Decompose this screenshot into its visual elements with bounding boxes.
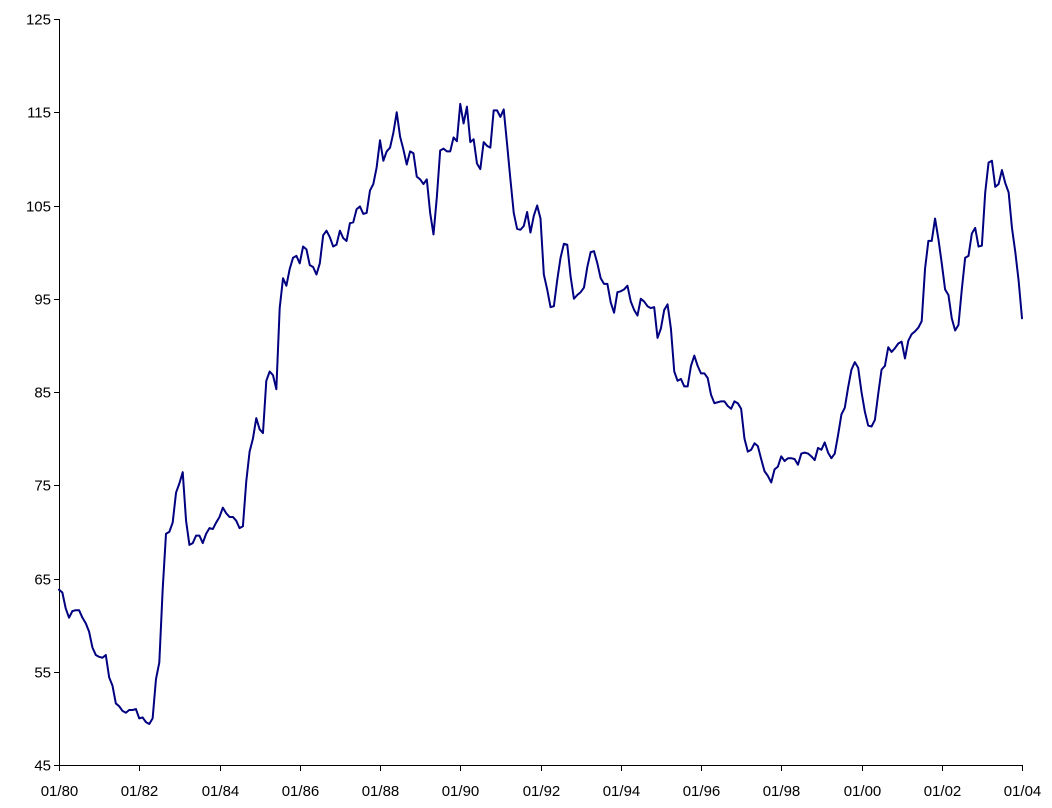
- x-axis: 01/80 01/82 01/84 01/86 01/88 01/90 01/92 01/94…: [41, 765, 1042, 800]
- x-tick-label: 01/04: [1004, 783, 1042, 800]
- x-tick-label: 01/84: [202, 783, 240, 800]
- y-tick-label: 75: [34, 478, 51, 495]
- y-tick-label: 115: [27, 105, 51, 122]
- y-tick-label: 95: [34, 292, 51, 309]
- y-tick-label: 65: [34, 572, 51, 589]
- x-tick-label: 01/80: [41, 783, 79, 800]
- x-tick-label: 01/96: [683, 783, 721, 800]
- x-tick-label: 01/88: [362, 783, 400, 800]
- y-tick-label: 105: [26, 199, 51, 216]
- x-tick-label: 01/98: [763, 783, 801, 800]
- series-line: [58, 102, 1023, 725]
- series-group: [58, 102, 1023, 725]
- y-tick-label: 125: [26, 12, 51, 29]
- x-tick-label: 01/00: [844, 783, 882, 800]
- x-tick-label: 01/02: [924, 783, 962, 800]
- x-tick-label: 01/86: [282, 783, 320, 800]
- y-tick-label: 85: [34, 385, 51, 402]
- y-axis: 45 55 65 75 85 95 105 115 125: [26, 12, 60, 775]
- y-tick-label: 55: [34, 665, 51, 682]
- x-tick-label: 01/94: [603, 783, 641, 800]
- x-tick-label: 01/82: [121, 783, 159, 800]
- x-tick-label: 01/92: [523, 783, 561, 800]
- y-tick-label: 45: [34, 758, 51, 775]
- x-tick-label: 01/90: [442, 783, 480, 800]
